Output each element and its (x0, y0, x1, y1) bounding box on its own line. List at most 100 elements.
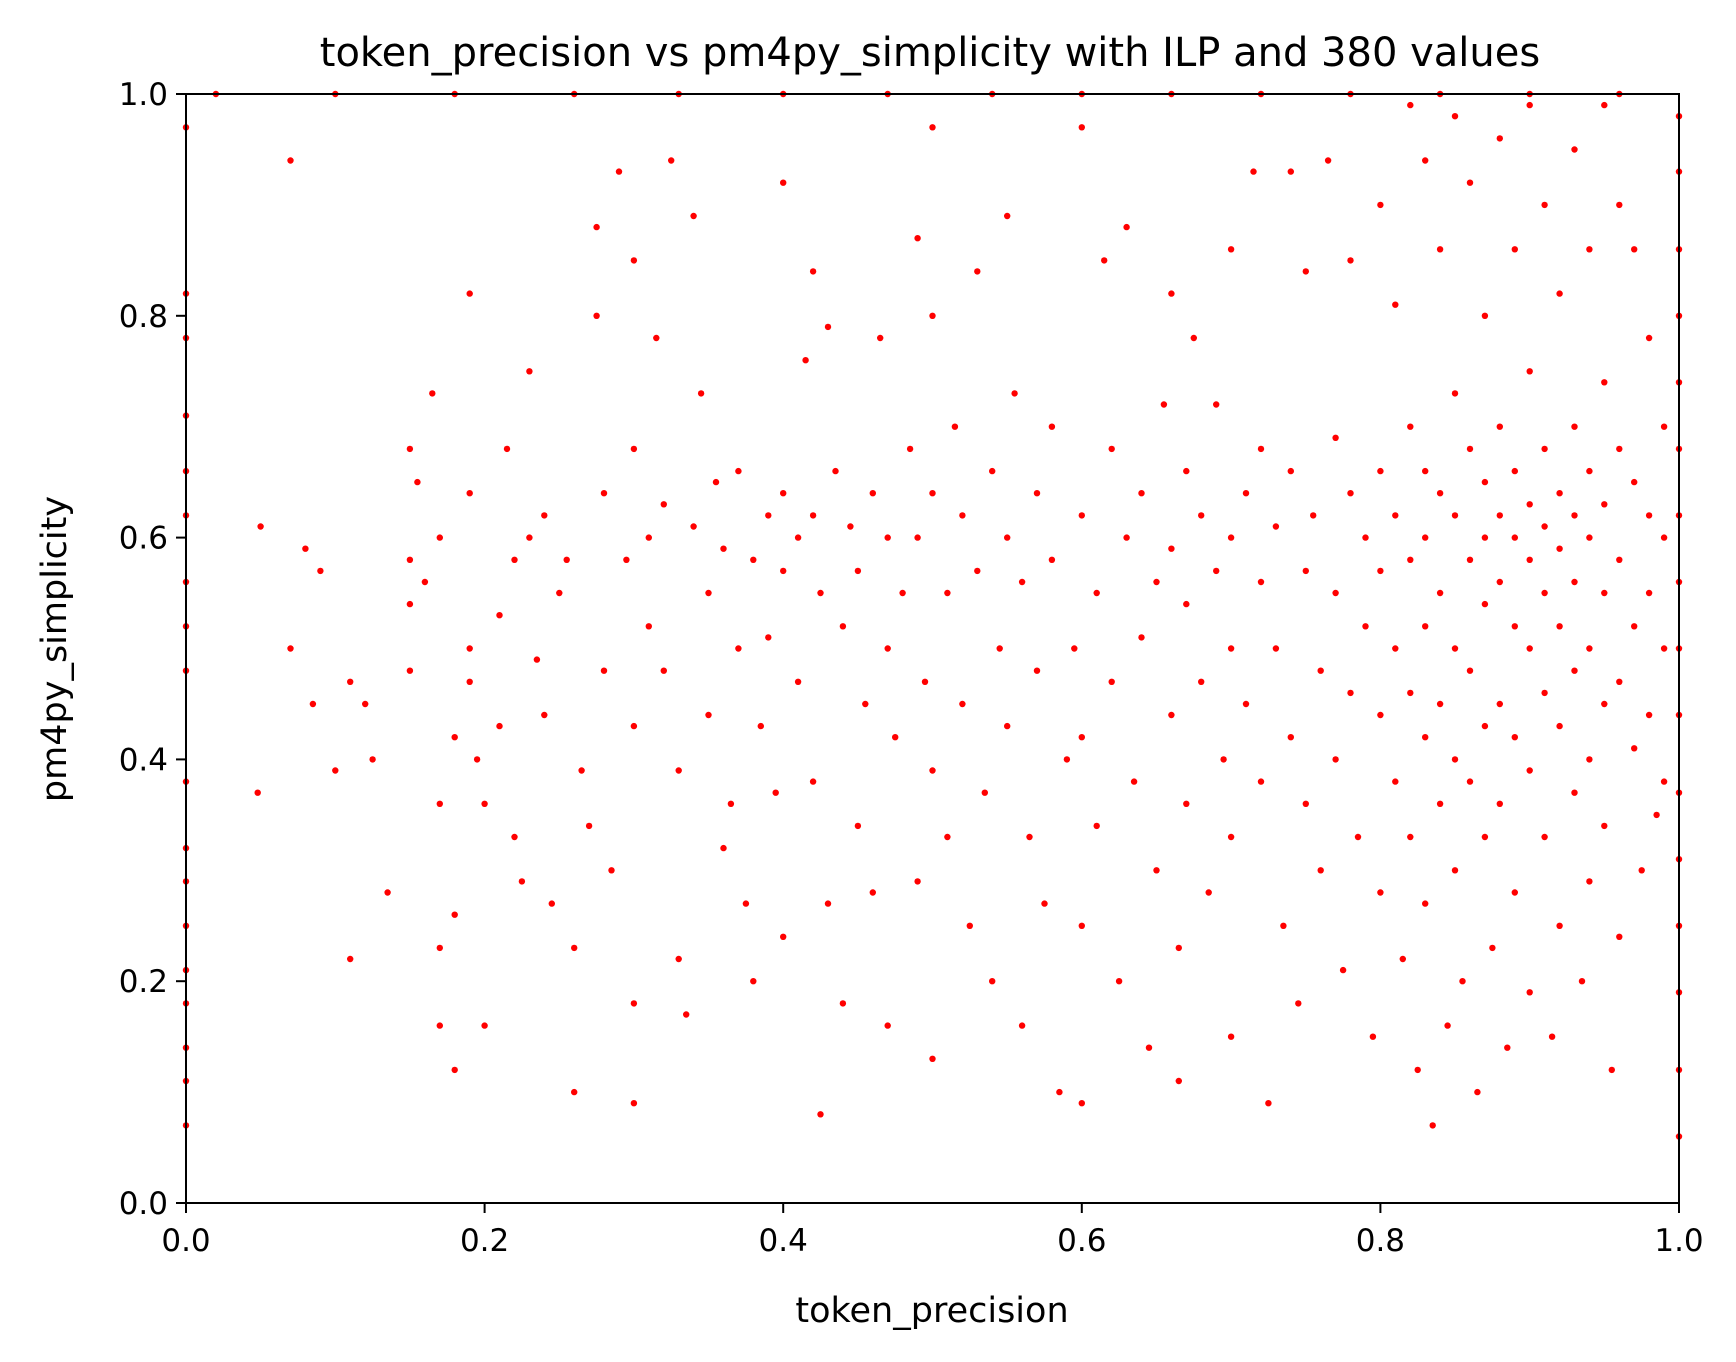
scatter-point (533, 656, 541, 663)
scatter-point (824, 323, 832, 331)
scatter-point (563, 556, 570, 563)
scatter-point (608, 867, 615, 874)
scatter-point (899, 589, 906, 597)
scatter-point (541, 711, 548, 719)
scatter-point (1645, 334, 1653, 342)
scatter-point (1048, 556, 1056, 563)
scatter-point (1526, 767, 1533, 774)
scatter-point (406, 556, 414, 563)
scatter-point (1369, 1033, 1377, 1040)
scatter-point (809, 778, 817, 785)
scatter-point (1317, 867, 1324, 874)
scatter-point (1287, 467, 1295, 475)
scatter-point (600, 667, 608, 674)
scatter-point (1287, 734, 1295, 741)
scatter-point (839, 1000, 847, 1007)
scatter-point (1541, 589, 1548, 597)
scatter-point (824, 900, 832, 907)
scatter-point (1213, 567, 1220, 575)
scatter-point (630, 257, 638, 264)
scatter-point (854, 567, 862, 575)
y-tick-label: 0.8 (119, 299, 168, 335)
scatter-point (1123, 534, 1130, 541)
scatter-point (1645, 711, 1653, 719)
scatter-point (556, 589, 563, 597)
chart-title: token_precision vs pm4py_simplicity with… (320, 30, 1540, 76)
plot-frame (185, 93, 1680, 1204)
scatter-point (1115, 978, 1123, 985)
scatter-point (1272, 523, 1280, 530)
scatter-point (1280, 922, 1287, 929)
scatter-point (1265, 1100, 1272, 1107)
scatter-point (802, 357, 809, 364)
scatter-point (623, 556, 630, 563)
scatter-point (1444, 1022, 1451, 1029)
scatter-point (1078, 734, 1086, 741)
scatter-point (1601, 501, 1608, 508)
scatter-point (1220, 756, 1227, 763)
scatter-point (1481, 600, 1489, 608)
scatter-point (869, 889, 876, 896)
scatter-point (959, 700, 966, 708)
scatter-point (1168, 290, 1175, 297)
scatter-point (1436, 490, 1444, 497)
scatter-point (406, 667, 414, 674)
scatter-point (817, 1111, 824, 1118)
scatter-point (1496, 700, 1504, 708)
scatter-point (1377, 467, 1384, 475)
scatter-point (1153, 578, 1160, 586)
scatter-point (1645, 512, 1653, 519)
scatter-point (705, 711, 712, 719)
scatter-point (1347, 257, 1354, 264)
x-tick-label: 0.0 (161, 1223, 210, 1259)
scatter-point (1108, 678, 1115, 685)
scatter-point (600, 490, 608, 497)
scatter-point (1138, 634, 1145, 641)
scatter-point (1377, 711, 1384, 719)
scatter-point (1332, 756, 1339, 763)
scatter-point (1392, 301, 1399, 308)
scatter-point (571, 944, 578, 952)
scatter-point (660, 501, 667, 508)
scatter-point (630, 722, 638, 730)
scatter-point (1571, 423, 1578, 430)
scatter-point (1601, 589, 1608, 597)
scatter-point (1660, 423, 1668, 430)
scatter-point (1481, 833, 1489, 841)
scatter-point (593, 223, 600, 231)
scatter-point (1601, 101, 1608, 109)
scatter-point (1183, 600, 1190, 608)
scatter-point (421, 578, 429, 586)
scatter-point (436, 800, 443, 807)
scatter-point (1586, 246, 1593, 253)
scatter-point (309, 700, 317, 708)
scatter-point (429, 390, 436, 397)
scatter-point (720, 844, 727, 852)
scatter-point (1093, 589, 1100, 597)
x-tick-label: 0.2 (460, 1223, 509, 1259)
scatter-point (1392, 645, 1399, 652)
scatter-point (1571, 789, 1578, 796)
scatter-point (1451, 645, 1459, 652)
scatter-point (1571, 146, 1578, 153)
scatter-point (1123, 223, 1130, 231)
x-tick-label: 0.6 (1057, 1223, 1106, 1259)
scatter-point (1586, 645, 1593, 652)
scatter-point (944, 589, 951, 597)
scatter-point (1616, 445, 1623, 453)
scatter-point (929, 767, 936, 774)
scatter-point (630, 1100, 638, 1107)
scatter-point (1004, 534, 1011, 541)
scatter-point (974, 268, 981, 275)
scatter-point (1168, 545, 1175, 552)
scatter-point (1526, 556, 1533, 563)
scatter-point (1354, 833, 1362, 841)
scatter-point (1011, 390, 1018, 397)
scatter-point (1660, 778, 1668, 785)
scatter-point (966, 922, 973, 929)
scatter-point (1571, 667, 1578, 674)
scatter-point (1295, 1000, 1302, 1007)
scatter-point (1422, 534, 1429, 541)
scatter-point (1429, 1122, 1436, 1129)
scatter-point (1004, 212, 1011, 220)
